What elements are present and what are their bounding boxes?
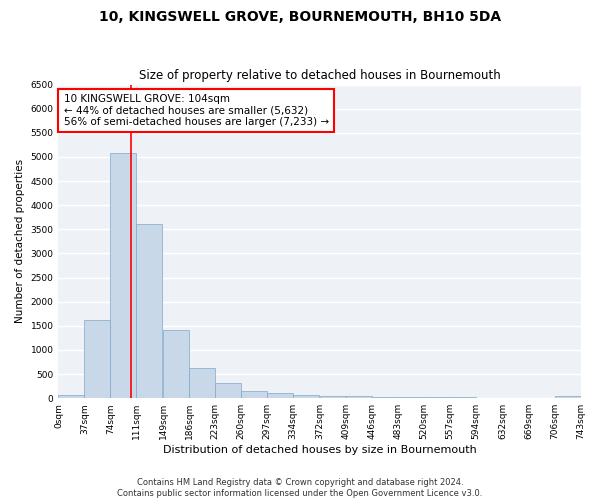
Bar: [85, 320, 110, 398]
Bar: [58, 395, 85, 398]
Text: Contains HM Land Registry data © Crown copyright and database right 2024.
Contai: Contains HM Land Registry data © Crown c…: [118, 478, 482, 498]
Bar: [372, 396, 398, 398]
Bar: [241, 392, 267, 398]
Bar: [215, 384, 241, 398]
Text: 10 KINGSWELL GROVE: 104sqm
← 44% of detached houses are smaller (5,632)
56% of s: 10 KINGSWELL GROVE: 104sqm ← 44% of deta…: [64, 94, 329, 127]
Bar: [163, 330, 189, 398]
Text: 10, KINGSWELL GROVE, BOURNEMOUTH, BH10 5DA: 10, KINGSWELL GROVE, BOURNEMOUTH, BH10 5…: [99, 10, 501, 24]
Bar: [424, 397, 450, 398]
Bar: [398, 397, 424, 398]
Bar: [293, 396, 319, 398]
Bar: [110, 152, 136, 398]
Bar: [189, 368, 215, 398]
Title: Size of property relative to detached houses in Bournemouth: Size of property relative to detached ho…: [139, 69, 500, 82]
Y-axis label: Number of detached properties: Number of detached properties: [15, 160, 25, 324]
Bar: [267, 394, 293, 398]
Bar: [554, 396, 581, 398]
Bar: [136, 224, 163, 398]
X-axis label: Distribution of detached houses by size in Bournemouth: Distribution of detached houses by size …: [163, 445, 476, 455]
Bar: [320, 396, 346, 398]
Bar: [346, 396, 372, 398]
